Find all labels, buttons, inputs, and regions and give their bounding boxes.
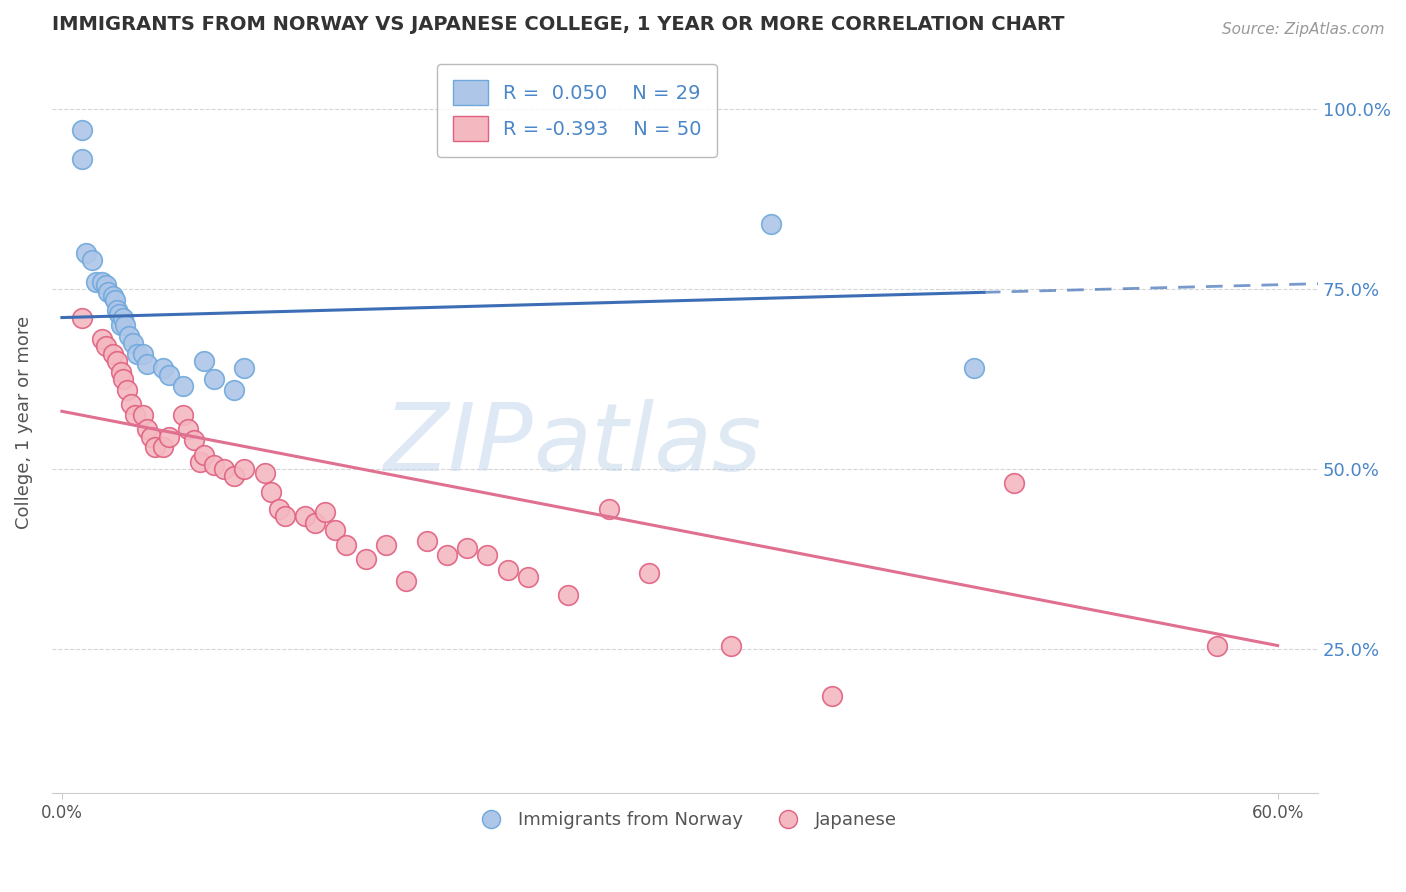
Point: [125, 346, 148, 360]
Y-axis label: College, 1 year or more: College, 1 year or more: [15, 316, 32, 529]
Point: [253, 466, 276, 480]
Point: [294, 508, 316, 523]
Point: [202, 458, 225, 473]
Point: [274, 508, 297, 523]
Point: [759, 217, 782, 231]
Point: [101, 289, 124, 303]
Point: [139, 429, 162, 443]
Point: [212, 462, 235, 476]
Point: [96, 278, 118, 293]
Point: [415, 534, 437, 549]
Point: [121, 335, 143, 350]
Point: [118, 328, 141, 343]
Point: [821, 689, 844, 703]
Point: [259, 485, 281, 500]
Point: [172, 379, 194, 393]
Point: [193, 448, 215, 462]
Point: [70, 152, 93, 166]
Point: [136, 422, 159, 436]
Point: [91, 275, 114, 289]
Point: [188, 455, 211, 469]
Point: [82, 252, 104, 267]
Point: [105, 303, 128, 318]
Point: [172, 408, 194, 422]
Point: [224, 469, 246, 483]
Point: [152, 361, 174, 376]
Point: [96, 339, 118, 353]
Point: [111, 372, 134, 386]
Point: [132, 346, 155, 360]
Point: [516, 570, 538, 584]
Point: [1002, 476, 1025, 491]
Point: [375, 538, 398, 552]
Point: [105, 354, 128, 368]
Point: [325, 523, 347, 537]
Point: [101, 346, 124, 360]
Point: [75, 245, 97, 260]
Point: [132, 408, 155, 422]
Point: [110, 365, 132, 379]
Point: [233, 361, 256, 376]
Point: [304, 516, 326, 530]
Point: [103, 293, 125, 307]
Point: [477, 549, 499, 563]
Text: ZIP: ZIP: [384, 399, 533, 490]
Point: [395, 574, 418, 588]
Point: [110, 318, 132, 332]
Point: [202, 372, 225, 386]
Point: [1205, 639, 1227, 653]
Point: [314, 505, 336, 519]
Point: [143, 440, 166, 454]
Point: [157, 429, 180, 443]
Point: [120, 397, 142, 411]
Point: [124, 408, 146, 422]
Point: [963, 361, 986, 376]
Point: [152, 440, 174, 454]
Point: [436, 549, 458, 563]
Point: [598, 501, 620, 516]
Point: [115, 383, 138, 397]
Point: [111, 310, 134, 325]
Text: atlas: atlas: [533, 399, 761, 490]
Point: [456, 541, 478, 556]
Point: [335, 538, 357, 552]
Point: [176, 422, 198, 436]
Point: [183, 433, 205, 447]
Point: [224, 383, 246, 397]
Point: [193, 354, 215, 368]
Point: [720, 639, 742, 653]
Point: [107, 307, 129, 321]
Point: [86, 275, 108, 289]
Point: [97, 285, 120, 300]
Point: [136, 358, 159, 372]
Legend: Immigrants from Norway, Japanese: Immigrants from Norway, Japanese: [465, 804, 904, 837]
Point: [70, 123, 93, 137]
Point: [157, 368, 180, 383]
Point: [114, 318, 136, 332]
Point: [233, 462, 256, 476]
Point: [557, 588, 579, 602]
Text: Source: ZipAtlas.com: Source: ZipAtlas.com: [1222, 22, 1385, 37]
Point: [267, 501, 290, 516]
Point: [91, 332, 114, 346]
Point: [70, 310, 93, 325]
Point: [354, 552, 377, 566]
Point: [638, 566, 661, 581]
Text: IMMIGRANTS FROM NORWAY VS JAPANESE COLLEGE, 1 YEAR OR MORE CORRELATION CHART: IMMIGRANTS FROM NORWAY VS JAPANESE COLLE…: [52, 15, 1064, 34]
Point: [496, 563, 519, 577]
